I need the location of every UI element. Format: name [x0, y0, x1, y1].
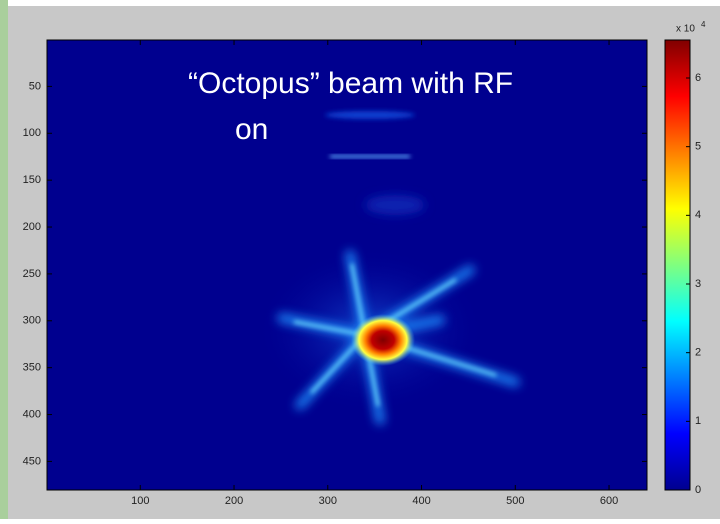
colorbar-tick-label: 1 — [695, 415, 701, 427]
x-tick-label: 500 — [506, 495, 524, 507]
x-tick-label: 600 — [600, 495, 618, 507]
x-tick-label: 200 — [225, 495, 243, 507]
top-strip — [0, 0, 720, 6]
y-tick-label: 200 — [23, 221, 41, 233]
y-tick-label: 450 — [23, 455, 41, 467]
x-tick-label: 400 — [412, 495, 430, 507]
axes: “Octopus” beam with RF on — [47, 40, 647, 490]
y-tick-label: 300 — [23, 315, 41, 327]
side-strip — [0, 0, 8, 519]
colorbar — [665, 40, 690, 490]
y-tick-label: 100 — [23, 127, 41, 139]
colorbar-tick-label: 3 — [695, 278, 701, 290]
colorbar-tick-label: 6 — [695, 72, 701, 84]
colorbar-tick-label: 2 — [695, 347, 701, 359]
y-tick-label: 50 — [29, 80, 41, 92]
colorbar-exponent: 4 — [701, 20, 706, 29]
y-tick-label: 250 — [23, 268, 41, 280]
annotation: “Octopus” beam with RF — [188, 67, 513, 100]
y-tick-label: 150 — [23, 174, 41, 186]
y-tick-label: 350 — [23, 362, 41, 374]
colorbar-tick-label: 4 — [695, 209, 701, 221]
y-tick-label: 400 — [23, 408, 41, 420]
colorbar-tick-label: 5 — [695, 141, 701, 153]
annotation: on — [235, 113, 268, 146]
page: “Octopus” beam with RF on x 10 4 100 200 3… — [0, 0, 720, 519]
colorbar-exponent-base: x 10 — [676, 24, 695, 35]
x-tick-label: 100 — [131, 495, 149, 507]
x-tick-label: 300 — [319, 495, 337, 507]
colorbar-tick-label: 0 — [695, 484, 701, 496]
